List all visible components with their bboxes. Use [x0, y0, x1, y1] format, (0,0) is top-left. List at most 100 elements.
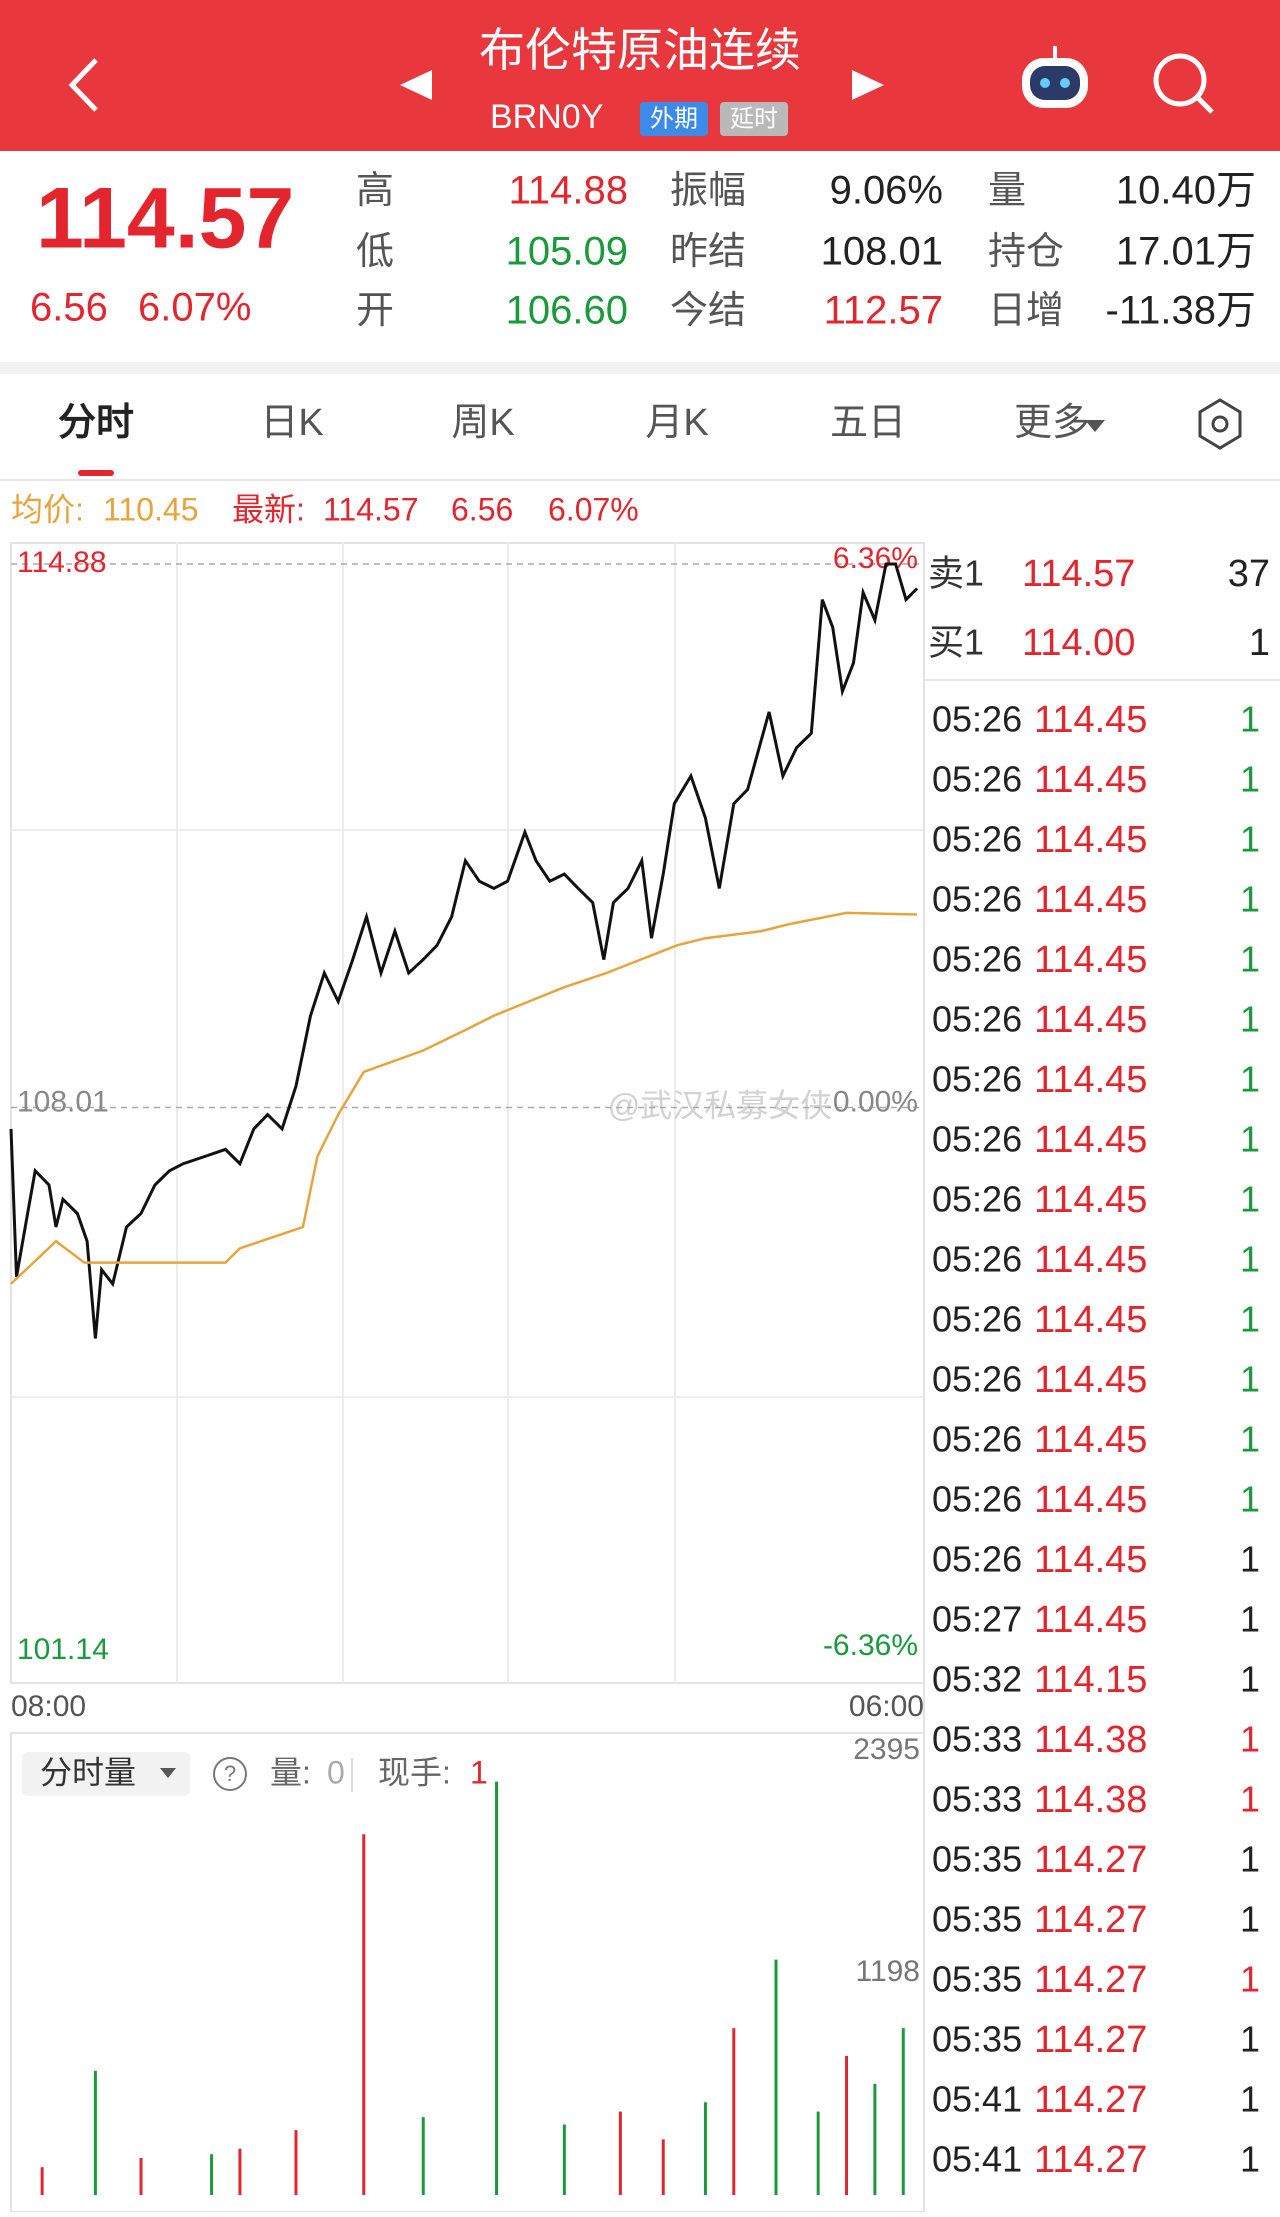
trade-price: 114.45 — [1034, 1179, 1147, 1221]
prev-button[interactable] — [400, 70, 432, 100]
trade-time: 05:26 — [932, 1179, 1022, 1220]
trade-volume: 1 — [1240, 1779, 1260, 1820]
trade-price: 114.38 — [1034, 1719, 1147, 1761]
last-label: 最新: — [232, 491, 305, 527]
trade-price: 114.45 — [1034, 939, 1147, 981]
vol-label: 量: — [270, 1754, 311, 1790]
volume-bar — [495, 1781, 499, 2195]
volume-bar — [661, 2139, 665, 2195]
trade-volume: 1 — [1240, 1539, 1260, 1580]
trade-time: 05:26 — [932, 1539, 1022, 1580]
avg-label: 均价: — [11, 491, 84, 527]
book-volume: 1 — [1249, 622, 1270, 664]
more-arrow — [1085, 420, 1105, 432]
trade-time: 05:33 — [932, 1719, 1022, 1760]
help-icon[interactable] — [213, 1757, 247, 1791]
trade-volume: 1 — [1240, 1359, 1260, 1400]
tag-bg — [640, 102, 708, 136]
next-button[interactable] — [852, 70, 884, 100]
stat-label: 高 — [356, 170, 394, 212]
tab[interactable]: 分时 — [58, 402, 134, 444]
trade-volume: 1 — [1240, 699, 1260, 740]
stat-label: 量 — [988, 170, 1026, 212]
y2-tick-label: -6.36% — [823, 1629, 918, 1662]
trade-price: 114.27 — [1034, 2079, 1147, 2121]
y-tick-label: 2395 — [853, 1733, 920, 1766]
last-price-info: 114.57 — [323, 491, 419, 527]
trade-volume: 1 — [1240, 879, 1260, 920]
trade-time: 05:35 — [932, 1839, 1022, 1880]
y-tick-label: 1198 — [855, 1955, 920, 1988]
volume-bar — [294, 2130, 298, 2195]
volume-bar — [816, 2111, 820, 2195]
change-info: 6.56 — [451, 491, 513, 527]
tab[interactable]: 周K — [451, 402, 514, 444]
trade-price: 114.38 — [1034, 1779, 1147, 1821]
code: BRN0Y — [490, 98, 603, 136]
trade-time: 05:27 — [932, 1599, 1022, 1640]
trade-price: 114.45 — [1034, 1599, 1147, 1641]
volume-bar — [362, 1834, 366, 2195]
settings-icon[interactable] — [1198, 398, 1242, 450]
trade-time: 05:35 — [932, 1959, 1022, 2000]
trade-time: 05:32 — [932, 1659, 1022, 1700]
y2-tick-label: 0.00% — [833, 1085, 918, 1118]
selector-bg[interactable] — [22, 1752, 190, 1796]
trade-volume: 1 — [1240, 759, 1260, 800]
trade-price: 114.45 — [1034, 1299, 1147, 1341]
trade-time: 05:26 — [932, 1419, 1022, 1460]
selector-arrow — [160, 1768, 176, 1778]
stat-value: 17.01万 — [1116, 230, 1256, 274]
volume-bar — [845, 2055, 849, 2195]
tag-bg — [720, 102, 788, 136]
search-icon[interactable] — [1153, 53, 1214, 114]
trade-price: 114.45 — [1034, 759, 1147, 801]
back-button[interactable] — [68, 58, 98, 112]
trade-volume: 1 — [1240, 1899, 1260, 1940]
grid — [11, 543, 924, 1683]
trade-volume: 1 — [1240, 1839, 1260, 1880]
trade-volume: 1 — [1240, 1719, 1260, 1760]
trade-price: 114.15 — [1034, 1659, 1147, 1701]
tab[interactable]: 更多 — [1014, 402, 1090, 444]
robot-icon[interactable] — [1022, 46, 1088, 108]
trade-time: 05:26 — [932, 759, 1022, 800]
hand-label: 现手: — [378, 1754, 451, 1790]
stat-label: 开 — [356, 290, 394, 332]
trade-price: 114.45 — [1034, 1419, 1147, 1461]
y2-tick-label: 6.36% — [833, 542, 918, 575]
tab[interactable]: 日K — [260, 402, 323, 444]
stat-label: 今结 — [670, 290, 746, 332]
price-line — [9, 562, 919, 1339]
trade-volume: 1 — [1240, 1059, 1260, 1100]
trade-time: 05:26 — [932, 1299, 1022, 1340]
trade-price: 114.45 — [1034, 699, 1147, 741]
tab[interactable]: 月K — [645, 402, 708, 444]
trade-time: 05:26 — [932, 879, 1022, 920]
tag: 延时 — [730, 105, 778, 132]
trade-price: 114.27 — [1034, 2139, 1147, 2181]
stat-label: 昨结 — [670, 231, 746, 273]
book-label: 卖1 — [928, 553, 984, 594]
tab[interactable]: 五日 — [830, 402, 906, 444]
trade-volume: 1 — [1240, 819, 1260, 860]
x-tick-label: 06:00 — [849, 1690, 924, 1723]
volume-selector[interactable]: 分时量 — [40, 1754, 136, 1790]
volume-bar — [774, 1959, 778, 2195]
trade-price: 114.45 — [1034, 999, 1147, 1041]
trade-volume: 1 — [1240, 1299, 1260, 1340]
trade-price: 114.27 — [1034, 1899, 1147, 1941]
tab-underline — [78, 470, 114, 476]
trade-time: 05:26 — [932, 999, 1022, 1040]
trade-time: 05:26 — [932, 699, 1022, 740]
y-tick-label: 101.14 — [17, 1633, 109, 1666]
trade-time: 05:33 — [932, 1779, 1022, 1820]
change-pct-info: 6.07% — [548, 491, 639, 527]
trade-volume: 1 — [1240, 1179, 1260, 1220]
trade-price: 114.45 — [1034, 1059, 1147, 1101]
volume-bar — [238, 2148, 242, 2195]
price-line — [10, 911, 918, 1285]
stat-value: 112.57 — [824, 289, 943, 333]
trade-price: 114.45 — [1034, 1239, 1147, 1281]
trade-volume: 1 — [1240, 1239, 1260, 1280]
